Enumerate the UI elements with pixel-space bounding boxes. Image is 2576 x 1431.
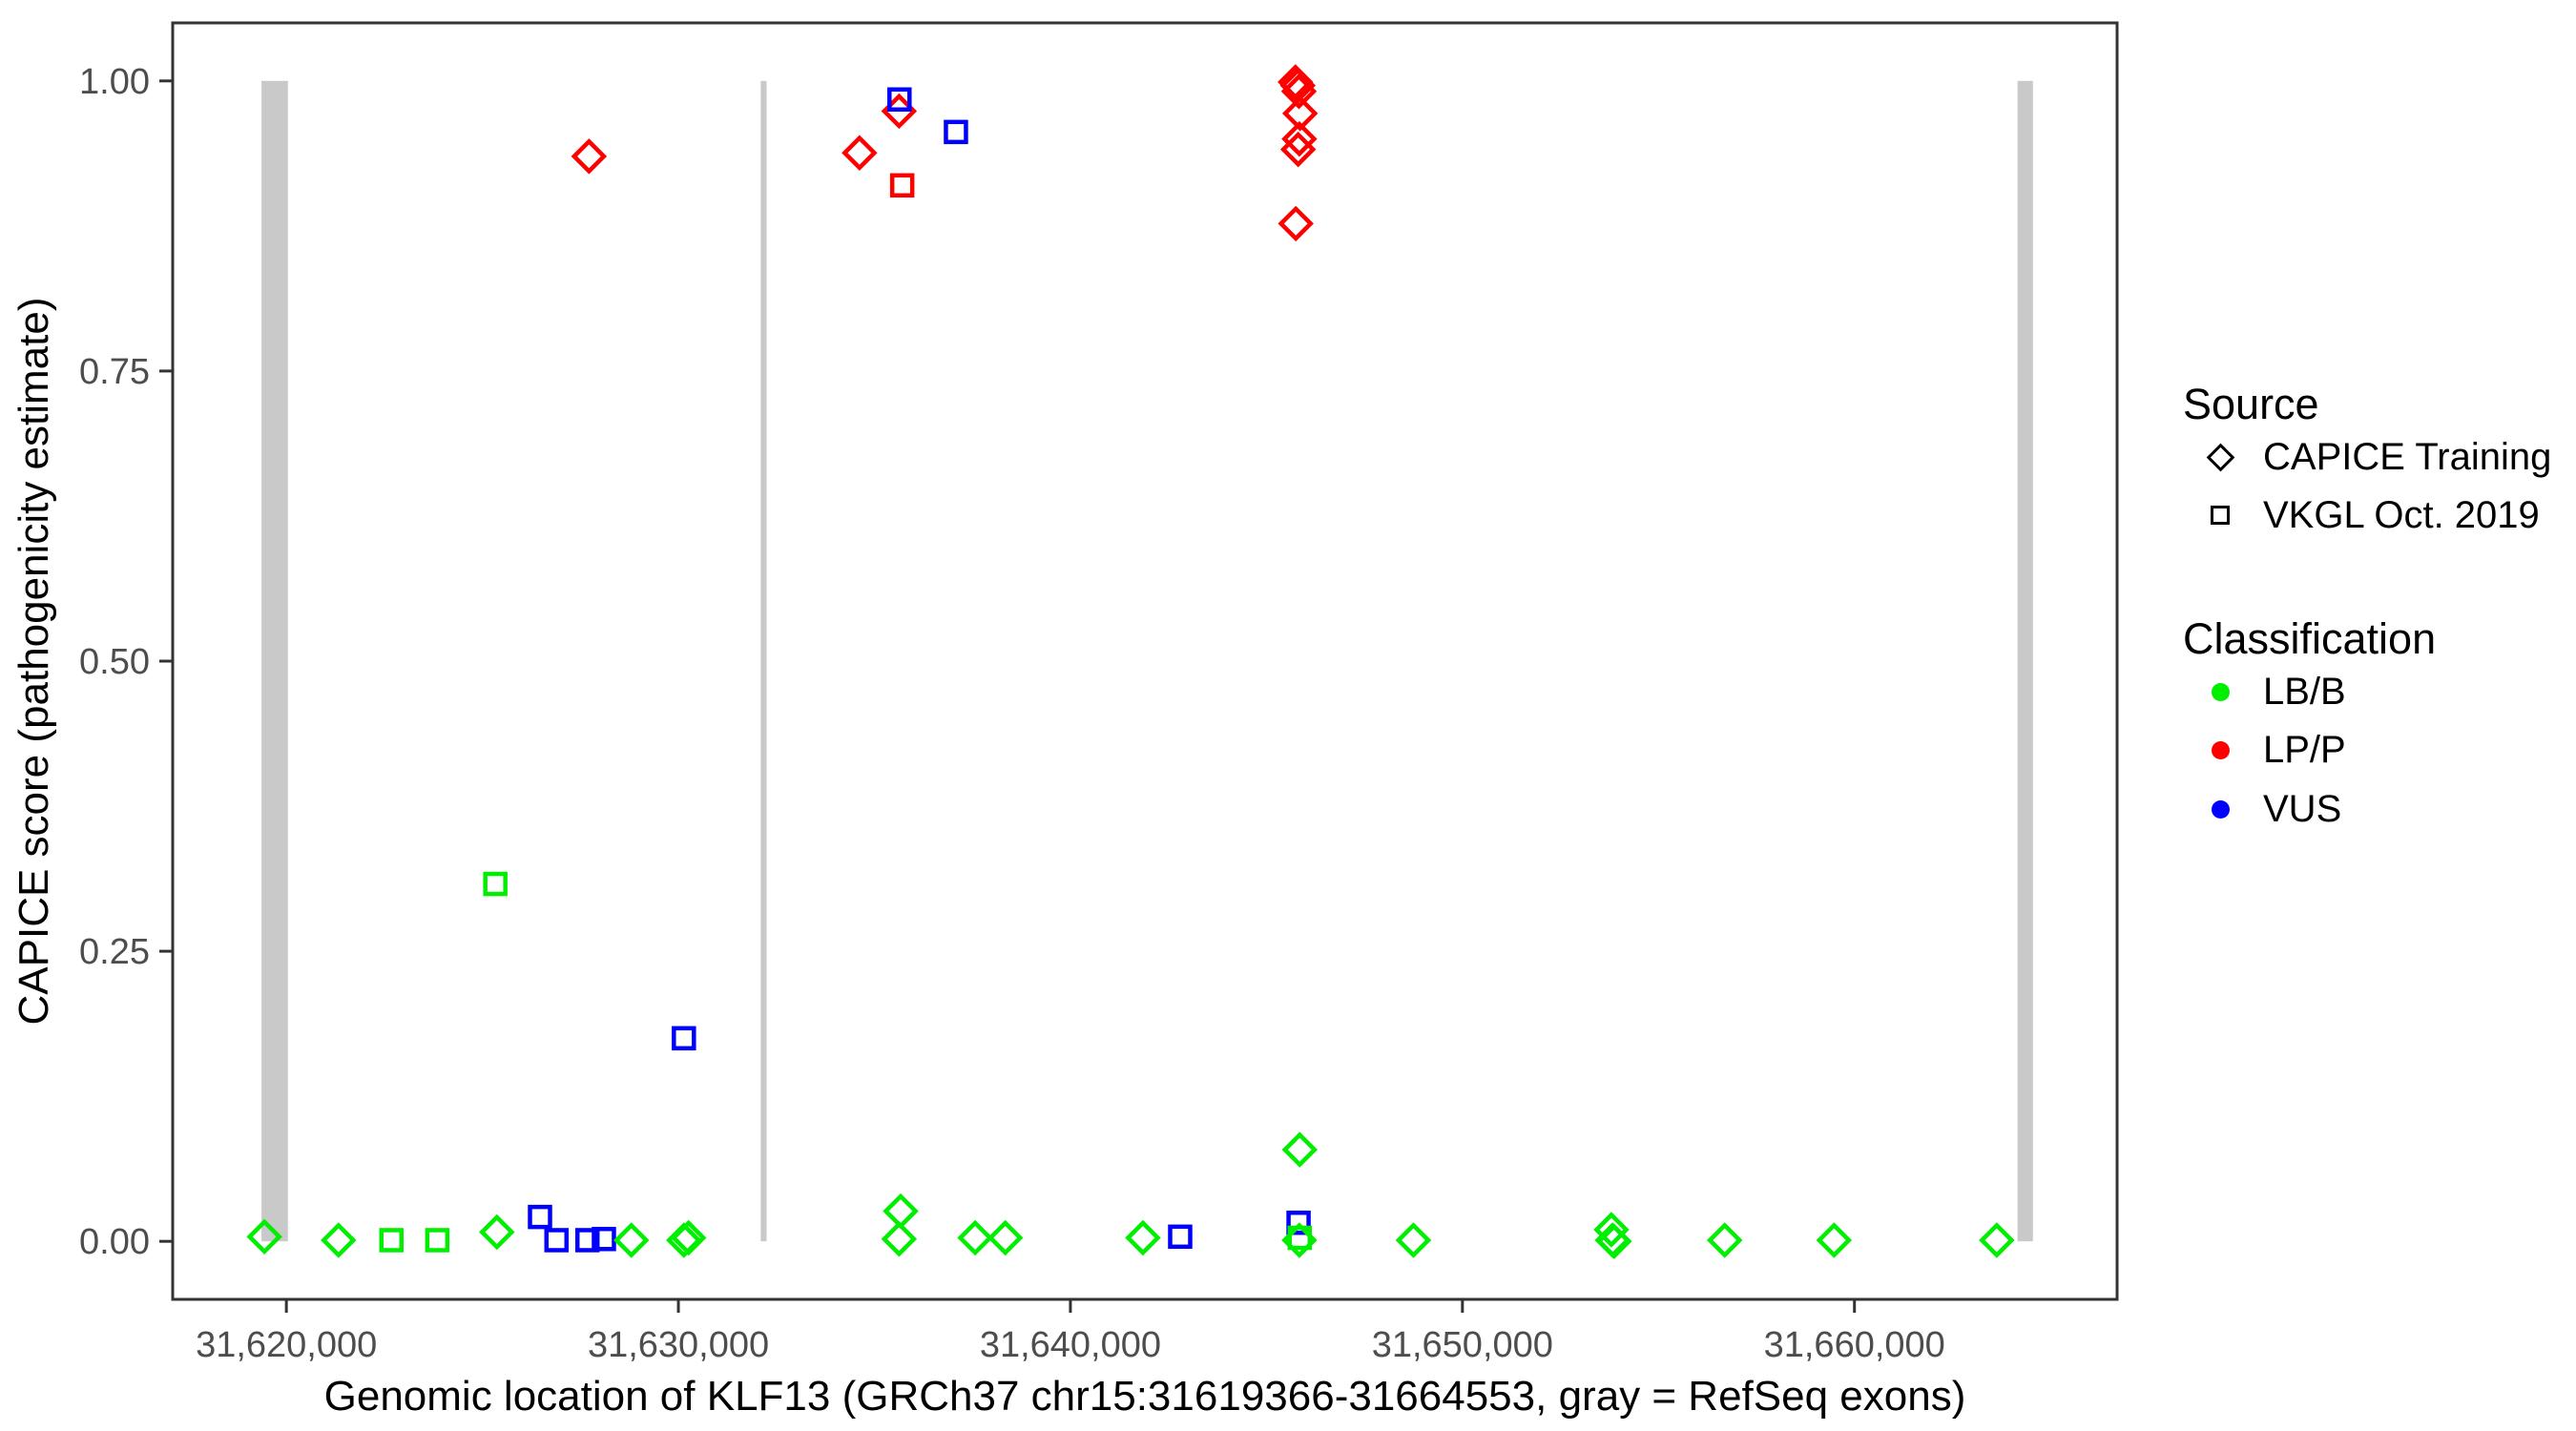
data-point-square	[592, 1226, 616, 1252]
legend-symbol-cell	[2183, 506, 2257, 525]
data-point-diamond	[957, 1219, 993, 1256]
diamond-outline-icon	[2206, 443, 2234, 471]
data-point-diamond	[246, 1218, 282, 1255]
green-dot-icon	[2211, 682, 2230, 701]
data-point-diamond	[1278, 205, 1314, 242]
y-tick-label: 0.75	[79, 352, 150, 392]
legend-item-capice-training: CAPICE Training	[2183, 435, 2551, 479]
data-point-square	[889, 173, 915, 198]
legend-symbol-cell	[2183, 740, 2257, 759]
legend-item-label: CAPICE Training	[2263, 435, 2552, 478]
y-tick-label: 0.00	[79, 1222, 150, 1262]
data-point-square	[483, 871, 508, 897]
legend-title-classification: Classification	[2183, 614, 2437, 663]
data-point-diamond	[883, 1192, 919, 1230]
data-point-diamond	[1125, 1219, 1161, 1256]
data-point-diamond	[1395, 1222, 1432, 1258]
data-point-diamond	[1816, 1222, 1853, 1258]
data-point-diamond	[1281, 1222, 1318, 1258]
data-point-square	[1168, 1224, 1193, 1250]
data-point-square	[1286, 1210, 1311, 1235]
data-point-diamond	[987, 1219, 1024, 1256]
square-outline-icon	[2211, 506, 2230, 525]
legend-item-label: LP/P	[2263, 728, 2346, 771]
legend-item-label: VKGL Oct. 2019	[2263, 493, 2540, 536]
x-tick-label: 31,620,000	[196, 1325, 377, 1365]
data-point-diamond	[1280, 73, 1318, 110]
legend-item-lpp: LP/P	[2183, 728, 2346, 772]
data-point-diamond	[1281, 95, 1319, 132]
data-point-diamond	[613, 1222, 650, 1258]
y-axis-title: CAPICE score (pathogenicity estimate)	[10, 298, 57, 1026]
data-point-diamond	[479, 1213, 515, 1251]
legend-item-lbb: LB/B	[2183, 670, 2346, 714]
data-point-diamond	[1596, 1223, 1632, 1259]
data-point-diamond	[841, 135, 878, 171]
exon-bar	[2017, 80, 2033, 1242]
exon-bar	[261, 80, 288, 1242]
data-point-diamond	[1979, 1222, 2015, 1258]
data-point-square	[944, 119, 968, 145]
x-tick-label: 31,640,000	[980, 1325, 1161, 1365]
x-tick-label: 31,650,000	[1372, 1325, 1553, 1365]
data-point-diamond	[1281, 120, 1318, 157]
legend-item-vus: VUS	[2183, 787, 2341, 831]
data-point-square	[528, 1204, 552, 1230]
x-axis-title: Genomic location of KLF13 (GRCh37 chr15:…	[324, 1373, 1966, 1420]
legend-title-source: Source	[2183, 380, 2319, 428]
legend-symbol-cell	[2183, 799, 2257, 819]
data-point-diamond	[571, 138, 608, 175]
data-point-square	[544, 1228, 570, 1253]
legend: Source CAPICE Training VKGL Oct. 2019 Cl…	[2183, 380, 2576, 857]
legend-item-label: VUS	[2263, 787, 2342, 830]
data-point-diamond	[321, 1222, 357, 1258]
x-tick-label: 31,630,000	[588, 1325, 769, 1365]
data-point-diamond	[1279, 131, 1317, 168]
data-point-square	[379, 1228, 405, 1253]
y-tick-label: 1.00	[79, 62, 150, 102]
exon-bar	[760, 80, 767, 1242]
legend-item-label: LB/B	[2263, 670, 2346, 713]
data-point-diamond	[881, 1221, 918, 1257]
data-point-diamond	[1706, 1222, 1743, 1258]
data-point-square	[574, 1228, 600, 1253]
y-tick-label: 0.25	[79, 932, 150, 972]
panel-border	[171, 21, 2119, 1301]
legend-item-vkgl: VKGL Oct. 2019	[2183, 493, 2540, 537]
x-tick-label: 31,660,000	[1764, 1325, 1945, 1365]
data-point-diamond	[1281, 1131, 1319, 1168]
red-dot-icon	[2211, 740, 2230, 759]
y-tick-label: 0.50	[79, 642, 150, 682]
data-point-square	[887, 87, 912, 113]
legend-symbol-cell	[2183, 443, 2257, 471]
blue-dot-icon	[2211, 799, 2230, 819]
data-point-diamond	[881, 93, 918, 130]
data-point-square	[672, 1026, 696, 1051]
data-point-diamond	[1279, 67, 1316, 104]
data-point-diamond	[670, 1219, 707, 1256]
data-point-square	[425, 1228, 450, 1253]
legend-symbol-cell	[2183, 682, 2257, 701]
